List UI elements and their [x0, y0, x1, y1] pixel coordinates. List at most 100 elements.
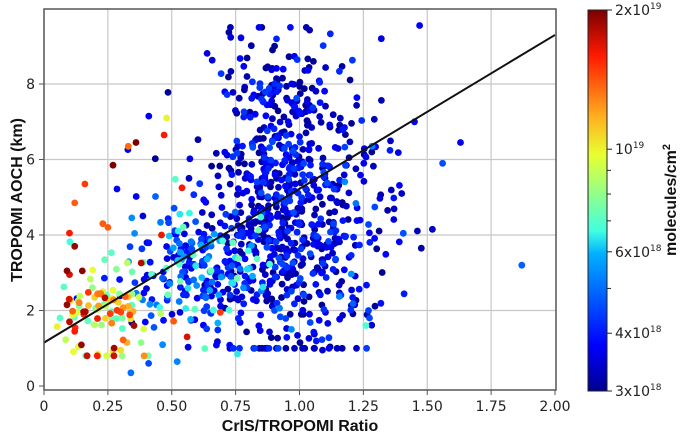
- data-point: [194, 136, 202, 144]
- data-point: [269, 115, 276, 123]
- data-point: [203, 255, 211, 263]
- data-point: [83, 352, 91, 360]
- data-point: [360, 159, 368, 167]
- data-point: [279, 219, 287, 227]
- data-point: [308, 221, 316, 228]
- data-point: [249, 296, 257, 303]
- colorbar-tick-label: 1019: [615, 141, 645, 158]
- data-point: [285, 53, 293, 61]
- data-point: [203, 222, 211, 229]
- data-point: [318, 269, 325, 277]
- data-point: [257, 213, 265, 221]
- data-point: [261, 271, 269, 278]
- data-point: [215, 183, 223, 191]
- data-point: [166, 280, 174, 288]
- data-point: [386, 147, 394, 154]
- data-point: [217, 70, 225, 77]
- data-point: [203, 50, 211, 57]
- data-point: [224, 285, 232, 293]
- data-point: [330, 185, 338, 193]
- data-point: [316, 99, 324, 106]
- data-point: [127, 369, 135, 377]
- data-point: [248, 201, 256, 209]
- data-point: [325, 334, 333, 342]
- data-point: [294, 295, 302, 303]
- data-point: [258, 95, 265, 103]
- data-point: [69, 307, 76, 315]
- data-point: [377, 299, 385, 307]
- data-point: [193, 294, 201, 302]
- data-point: [251, 247, 258, 254]
- data-point: [236, 55, 244, 62]
- data-point: [214, 326, 222, 334]
- data-point: [439, 159, 446, 167]
- data-point: [222, 210, 230, 218]
- data-point: [371, 235, 378, 242]
- data-point: [181, 263, 189, 271]
- data-point: [160, 316, 167, 324]
- colorbar-gradient: [587, 9, 608, 392]
- data-point: [370, 162, 377, 170]
- data-point: [201, 345, 209, 352]
- data-point: [362, 153, 370, 161]
- data-point: [119, 336, 127, 344]
- data-point: [298, 194, 306, 202]
- data-point: [229, 239, 237, 247]
- data-point: [71, 327, 79, 335]
- data-point: [371, 203, 379, 211]
- data-point: [271, 42, 278, 50]
- data-point: [287, 239, 295, 247]
- data-point: [371, 302, 379, 310]
- data-point: [227, 24, 234, 31]
- data-point: [326, 121, 334, 129]
- data-point: [104, 224, 112, 231]
- data-point: [278, 280, 286, 288]
- data-point: [286, 310, 294, 318]
- data-point: [108, 249, 115, 257]
- data-point: [305, 335, 313, 342]
- data-point: [99, 220, 107, 228]
- data-point: [284, 118, 292, 125]
- data-point: [86, 275, 94, 283]
- data-point: [295, 220, 303, 228]
- data-point: [233, 274, 241, 282]
- data-point: [341, 178, 349, 186]
- data-point: [184, 343, 192, 351]
- data-point: [323, 179, 331, 187]
- data-point: [324, 253, 332, 261]
- data-point: [349, 294, 357, 301]
- data-point: [255, 226, 262, 234]
- data-point: [202, 294, 210, 302]
- data-point: [352, 165, 360, 173]
- data-point: [305, 293, 313, 301]
- data-point: [315, 316, 323, 324]
- data-point: [163, 114, 171, 122]
- data-point: [198, 274, 206, 281]
- data-point: [163, 243, 171, 250]
- data-point: [297, 245, 305, 253]
- data-point: [217, 302, 225, 310]
- data-point: [229, 344, 237, 352]
- data-point: [322, 274, 330, 281]
- data-point: [265, 85, 273, 92]
- data-point: [78, 267, 86, 275]
- data-point: [221, 258, 229, 265]
- data-point: [310, 182, 318, 189]
- data-point: [282, 132, 290, 139]
- data-point: [268, 97, 276, 105]
- data-point: [71, 242, 79, 250]
- data-point: [116, 276, 123, 283]
- data-point: [265, 164, 272, 172]
- data-point: [416, 22, 423, 29]
- data-point: [293, 56, 301, 63]
- data-point: [240, 108, 248, 116]
- data-point: [365, 221, 372, 228]
- data-point: [317, 215, 325, 223]
- data-point: [85, 302, 92, 309]
- data-point: [80, 308, 87, 316]
- data-point: [285, 140, 292, 148]
- data-point: [141, 318, 149, 326]
- data-point: [176, 248, 184, 256]
- data-point: [146, 258, 154, 266]
- data-point: [214, 281, 222, 288]
